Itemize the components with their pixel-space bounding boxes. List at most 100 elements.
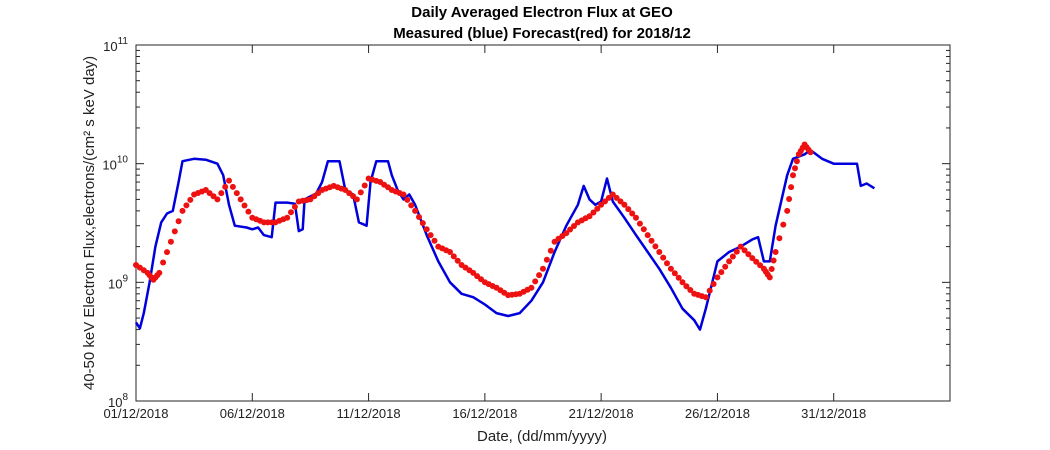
forecast-point [598, 201, 605, 208]
y-tick-label: 1011 [103, 36, 128, 54]
chart-subtitle: Measured (blue) Forecast(red) for 2018/1… [393, 25, 691, 42]
x-tick-label: 21/12/2018 [569, 406, 634, 421]
forecast-point [757, 262, 764, 269]
forecast-point [419, 220, 426, 227]
forecast-point [652, 243, 659, 250]
y-tick-label: 108 [108, 392, 128, 410]
forecast-point [788, 184, 795, 191]
forecast-point [532, 278, 539, 285]
forecast-point [187, 196, 194, 203]
forecast-point [660, 254, 667, 261]
y-axis-label: 40-50 keV Electron Flux,electrons/(cm² s… [81, 56, 98, 390]
forecast-point [671, 270, 678, 277]
forecast-point [768, 266, 775, 272]
x-tick-label: 01/12/2018 [103, 406, 168, 421]
forecast-point [167, 238, 174, 245]
forecast-point [793, 158, 800, 165]
forecast-point [567, 226, 574, 233]
forecast-point [179, 207, 186, 214]
forecast-point [412, 207, 419, 214]
x-tick-label: 11/12/2018 [337, 406, 401, 421]
forecast-point [222, 183, 229, 190]
forecast-point [656, 249, 663, 255]
forecast-point [613, 194, 620, 201]
forecast-point [528, 284, 535, 291]
y-tick-label: 1010 [102, 155, 128, 173]
forecast-point [590, 209, 597, 216]
forecast-point [633, 214, 639, 221]
measured-series-line [134, 148, 876, 331]
forecast-point [408, 202, 415, 209]
x-tick-label: 31/12/2018 [801, 406, 866, 421]
forecast-point [291, 203, 298, 210]
forecast-point [737, 243, 744, 250]
forecast-point [563, 230, 570, 237]
forecast-point [733, 248, 740, 255]
forecast-point [605, 194, 612, 201]
forecast-point [160, 259, 167, 266]
forecast-point [770, 257, 777, 264]
forecast-point [226, 177, 232, 184]
forecast-point [667, 265, 674, 272]
forecast-point [636, 220, 643, 227]
forecast-point [416, 214, 422, 220]
forecast-point [617, 198, 624, 205]
x-tick-label: 06/12/2018 [220, 406, 285, 421]
forecast-point [431, 237, 438, 244]
forecast-point [404, 196, 411, 203]
forecast-point [648, 237, 655, 244]
forecast-point [792, 165, 798, 172]
forecast-point [629, 210, 636, 217]
forecast-point [423, 226, 430, 233]
forecast-point [776, 235, 783, 242]
x-tick-label: 26/12/2018 [685, 406, 750, 421]
forecast-point [710, 281, 717, 287]
forecast-point [784, 207, 791, 214]
plot-area [135, 44, 951, 402]
forecast-point [164, 249, 170, 256]
forecast-point [171, 228, 178, 235]
forecast-point [683, 283, 690, 290]
forecast-point [183, 202, 190, 209]
forecast-point [245, 208, 252, 215]
forecast-point [722, 263, 729, 270]
forecast-point [745, 251, 752, 258]
forecast-point [357, 189, 364, 196]
forecast-point [214, 196, 221, 203]
forecast-point [241, 202, 248, 209]
forecast-point [543, 256, 550, 263]
forecast-point [772, 249, 779, 255]
forecast-point [353, 196, 360, 203]
forecast-point [400, 191, 407, 198]
forecast-point [621, 201, 628, 208]
series-layer [133, 141, 876, 331]
y-axis-ticks: 108 109 1010 1011 [102, 36, 950, 410]
forecast-point [702, 294, 709, 301]
forecast-point [218, 190, 225, 197]
x-tick-label: 16/12/2018 [452, 406, 517, 421]
forecast-point [547, 247, 554, 254]
forecast-point [679, 279, 686, 286]
forecast-point [741, 247, 748, 254]
forecast-point [714, 274, 721, 281]
forecast-point [288, 209, 294, 216]
forecast-point [786, 196, 793, 202]
forecast-point [664, 260, 670, 267]
forecast-point [625, 206, 632, 213]
x-axis-ticks: 01/12/2018 06/12/2018 11/12/2018 16/12/2018… [103, 45, 866, 421]
forecast-point [540, 265, 546, 272]
forecast-point [447, 249, 453, 255]
forecast-point [807, 149, 814, 156]
forecast-point [726, 258, 733, 265]
forecast-point [687, 287, 694, 293]
forecast-point [454, 257, 461, 264]
forecast-point [233, 190, 240, 197]
forecast-point [284, 214, 291, 221]
forecast-point [729, 253, 736, 260]
forecast-point [586, 213, 593, 220]
forecast-point [237, 196, 244, 203]
forecast-point [706, 287, 713, 294]
x-axis-label: Date, (dd/mm/yyyy) [477, 428, 607, 445]
forecast-point [536, 272, 543, 279]
